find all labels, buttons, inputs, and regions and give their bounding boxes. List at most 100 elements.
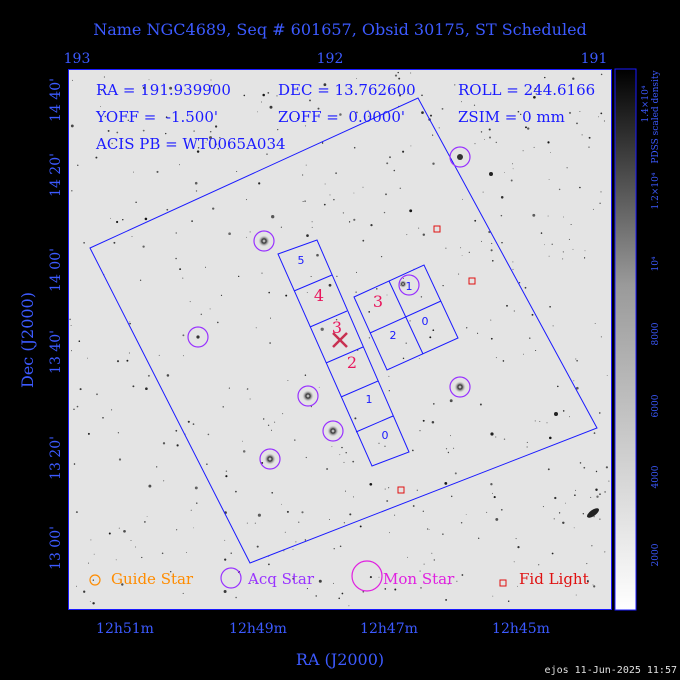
background-star (182, 592, 184, 594)
background-star (564, 502, 566, 504)
background-star (326, 467, 329, 471)
background-star (249, 398, 251, 400)
background-star (135, 201, 137, 203)
chip-divider (355, 415, 394, 433)
background-star (148, 79, 150, 81)
background-star (230, 552, 232, 554)
background-star (399, 187, 402, 190)
background-star (311, 226, 313, 228)
acq-star-marker[interactable] (398, 274, 420, 296)
background-star (175, 429, 178, 432)
background-star (156, 466, 158, 468)
background-star (488, 128, 491, 131)
background-star (193, 527, 195, 529)
background-star (376, 288, 378, 290)
background-star (501, 242, 503, 244)
background-star (128, 352, 130, 354)
background-star (568, 238, 570, 240)
background-star (386, 500, 389, 502)
acis-s-outline (277, 239, 410, 467)
background-star (412, 505, 415, 507)
background-star (336, 275, 338, 278)
background-star (575, 386, 579, 390)
background-star (107, 129, 110, 132)
background-star (243, 94, 246, 97)
background-star (354, 417, 357, 420)
background-star (432, 403, 435, 405)
background-star (473, 104, 476, 106)
background-star (142, 129, 145, 132)
acq-star-marker[interactable] (253, 230, 275, 252)
dec-tick: 14 20' (48, 153, 64, 197)
chip-divider (340, 380, 379, 398)
acq-star-marker[interactable] (297, 385, 319, 407)
background-star (510, 179, 513, 182)
background-star (575, 594, 577, 596)
background-star (343, 461, 345, 463)
background-star (169, 570, 172, 573)
background-star (368, 311, 371, 313)
background-star (599, 518, 601, 520)
bottom-axis: 12h51m 12h49m 12h47m 12h45m RA (J2000) (96, 621, 550, 669)
top-axis-labels: 193 192 191 (64, 51, 608, 67)
background-star (121, 140, 123, 142)
background-star (369, 576, 372, 579)
colorbar-tick: 8000 (651, 322, 661, 345)
background-star (548, 178, 550, 180)
acq-star-marker[interactable] (449, 376, 471, 398)
background-star (169, 86, 173, 90)
background-star (581, 134, 583, 136)
background-star (490, 319, 492, 321)
ra-axis-label: RA (J2000) (296, 650, 384, 669)
background-star (214, 125, 218, 128)
background-star (445, 448, 448, 450)
background-star (294, 439, 296, 441)
legend-acq-star: Acq Star (247, 570, 315, 588)
background-star (461, 255, 463, 256)
fid-light-marker[interactable] (468, 277, 476, 285)
background-star (345, 490, 346, 492)
background-star (594, 323, 596, 324)
background-star (309, 99, 311, 102)
background-star (432, 329, 435, 332)
background-star (304, 125, 307, 127)
acq-star-marker[interactable] (187, 326, 209, 348)
chip-label-s4: 4 (314, 286, 324, 305)
background-star (398, 114, 401, 116)
fid-light-marker[interactable] (397, 486, 405, 494)
background-star (600, 191, 602, 193)
background-star (573, 380, 575, 382)
background-star (317, 107, 320, 110)
background-star (402, 150, 405, 153)
background-star (77, 164, 79, 166)
background-star (92, 602, 95, 605)
background-star (492, 595, 494, 597)
background-star (384, 588, 387, 590)
colorbar-tick: 10⁴ (651, 256, 661, 271)
acq-star-marker[interactable] (322, 420, 344, 442)
background-star (306, 292, 308, 293)
background-star (121, 583, 124, 586)
background-star (129, 321, 131, 323)
background-star (526, 441, 528, 443)
background-star (257, 513, 261, 517)
background-star (591, 545, 593, 547)
acq-star-marker[interactable] (259, 448, 281, 470)
background-star (245, 199, 248, 201)
background-star (287, 379, 289, 381)
background-star (186, 552, 188, 553)
colorbar-gradient (614, 68, 637, 611)
background-star (158, 354, 160, 356)
acq-star-marker[interactable] (449, 146, 471, 168)
galaxy-ngc (587, 508, 599, 518)
yoff-value: YOFF = -1.500' (95, 108, 218, 126)
background-star (75, 585, 78, 587)
background-star (517, 546, 520, 549)
background-star (558, 188, 561, 191)
background-star (572, 248, 574, 250)
background-star (217, 321, 219, 324)
fid-light-marker[interactable] (433, 225, 441, 233)
background-star (551, 552, 554, 555)
background-star (228, 387, 230, 389)
background-star (246, 236, 247, 238)
